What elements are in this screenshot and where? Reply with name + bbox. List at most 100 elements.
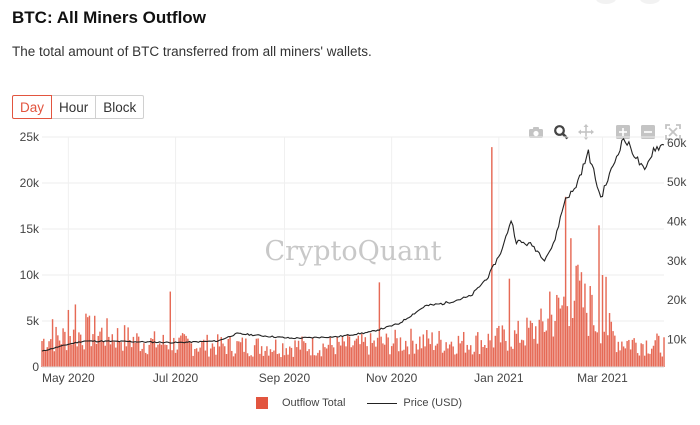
tab-day[interactable]: Day [12,95,53,119]
outflow-bar [217,334,219,367]
outflow-bar [413,353,416,367]
outflow-bar [482,346,484,367]
outflow-chart: CryptoQuant 0 5k 10k 15k 20k 25k 10k 20k 30k 40k 50… [20,130,688,385]
outflow-bar [617,341,620,367]
outflow-bar [643,355,646,367]
outflow-bar [69,336,71,367]
outflow-bar [243,351,245,367]
outflow-bar [366,346,368,367]
outflow-bar [549,291,551,367]
outflow-bar [125,346,128,367]
pan-icon[interactable] [576,123,596,141]
outflow-bar [222,343,224,367]
outflow-bar [108,336,110,367]
outflow-bar [464,352,467,367]
page-subtitle: The total amount of BTC transferred from… [12,44,372,59]
outflow-bar [171,350,173,367]
outflow-bar [338,341,340,367]
tab-hour[interactable]: Hour [51,95,97,119]
outflow-bar [51,319,54,367]
outflow-bar [626,341,628,367]
outflow-bar [313,355,316,367]
outflow-bar [153,331,156,367]
outflow-bar [46,347,49,367]
outflow-bar [315,355,317,367]
outflow-bar [487,333,490,367]
outflow-bar [455,353,458,367]
x-tick-label: Nov 2020 [366,371,418,385]
outflow-bar [480,340,482,367]
outflow-bar [352,345,354,367]
outflow-bar [187,338,189,367]
outflow-bar [139,351,142,367]
outflow-bar [294,340,296,367]
outflow-bar [462,331,465,367]
tab-block[interactable]: Block [95,95,145,119]
outflow-bar [297,340,300,367]
outflow-bar [48,341,50,367]
outflow-bar [503,329,505,367]
legend-swatch-outflow[interactable] [256,397,268,409]
outflow-bar [554,320,556,367]
outflow-bar [336,336,338,367]
outflow-bar [538,319,540,367]
outflow-bar [589,286,591,367]
camera-icon[interactable] [526,123,546,141]
outflow-bar [412,340,414,367]
outflow-bar [345,346,347,367]
outflow-bar [533,338,535,367]
top-decoration [640,0,660,4]
outflow-bar [164,344,166,367]
outflow-bar [445,342,447,367]
outflow-bar [447,348,449,367]
outflow-bar [582,307,584,367]
outflow-bar [327,344,330,367]
outflow-bar [67,309,70,367]
outflow-bar [376,337,379,367]
zoom-out-icon[interactable] [638,123,658,141]
outflow-bar [304,342,307,367]
outflow-bar [129,340,131,367]
outflow-bar [166,344,168,367]
outflow-bar [375,346,377,367]
outflow-bar [373,340,375,367]
outflow-bar [624,348,627,367]
outflow-bar [448,344,451,367]
outflow-bar [115,347,117,367]
outflow-bar [520,339,523,367]
zoom-in-icon[interactable] [613,123,633,141]
legend-label-price[interactable]: Price (USD) [403,397,463,409]
outflow-bar [79,334,82,367]
outflow-bar [615,352,618,367]
outflow-bar [211,343,214,367]
outflow-bar [651,348,653,367]
outflow-bar [517,320,519,367]
outflow-bar [104,345,106,367]
autoscale-icon[interactable] [663,123,683,141]
outflow-bar [434,345,437,367]
outflow-bar [371,342,374,367]
outflow-bar [290,347,293,367]
outflow-bar [401,350,403,367]
outflow-bar [550,314,553,367]
legend-swatch-price[interactable] [367,402,398,404]
outflow-bar [440,339,442,367]
outflow-bar [382,343,384,367]
outflow-bar [97,335,99,367]
outflow-bar [303,341,305,367]
outflow-bar [598,225,600,367]
zoom-icon[interactable] [551,123,571,141]
legend-label-outflow[interactable]: Outflow Total [282,397,346,409]
outflow-bar [213,346,215,367]
outflow-bar [427,338,430,367]
top-decoration [596,0,616,4]
outflow-bar [190,343,193,367]
outflow-bar [471,354,474,367]
outflow-bar [81,345,84,367]
outflow-bar [278,353,280,367]
outflow-bar [287,354,289,367]
outflow-bar [167,349,170,367]
outflow-bar [62,328,64,367]
outflow-bar [224,346,226,367]
outflow-bar [397,351,400,367]
